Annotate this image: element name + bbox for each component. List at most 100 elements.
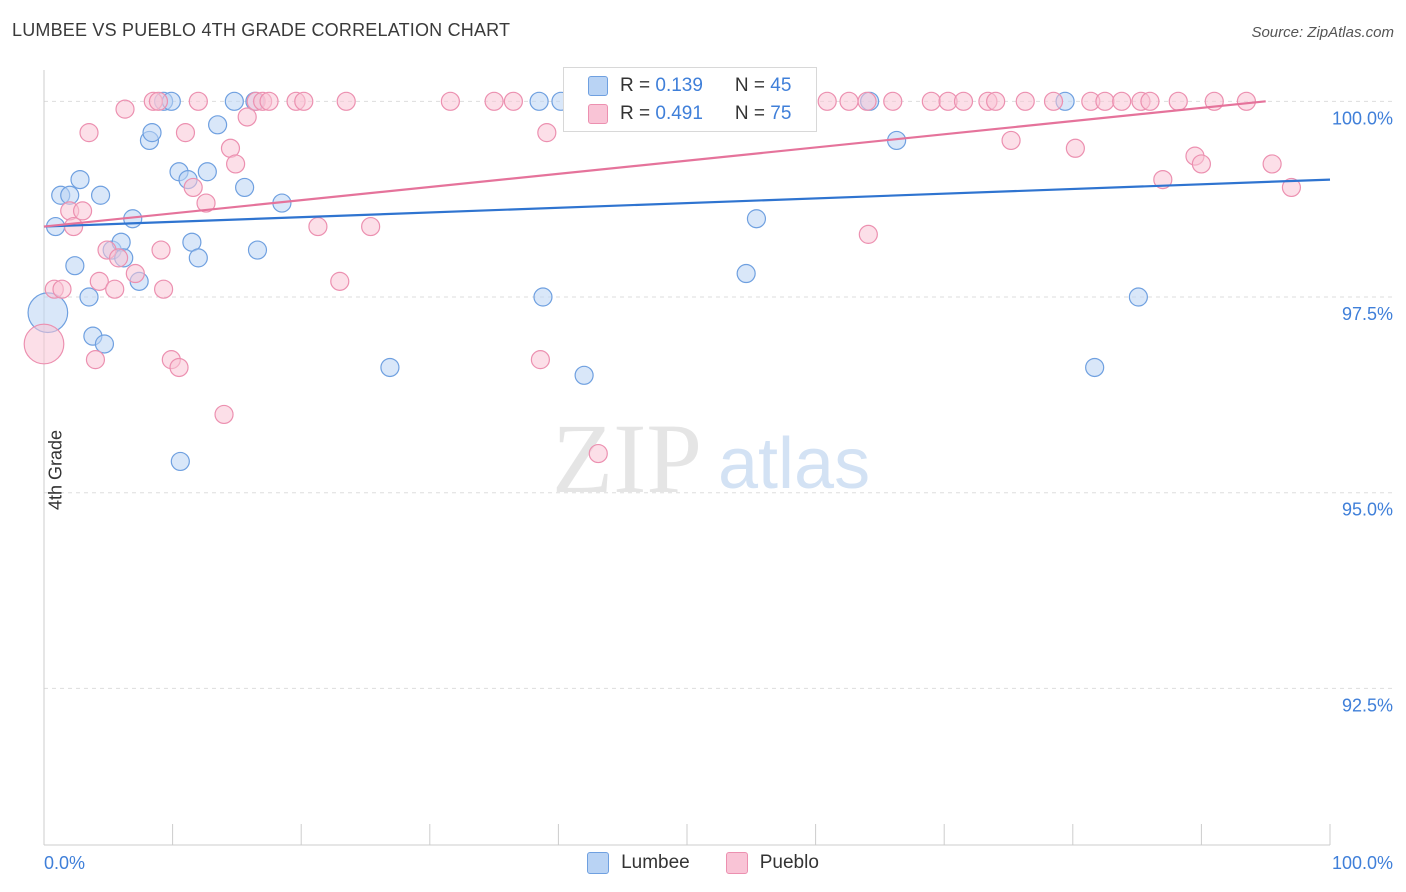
pueblo-point [153, 279, 174, 299]
pueblo-point [237, 107, 257, 127]
lumbee-point [1085, 357, 1105, 378]
y-tick-label: 100.0% [1332, 108, 1393, 128]
pueblo-point [1191, 154, 1212, 174]
pueblo-point [183, 177, 203, 198]
trend-lines [43, 100, 1331, 228]
legend-item-pueblo[interactable]: Pueblo [725, 852, 819, 874]
pueblo-point [839, 91, 859, 111]
watermark-zip: ZIP [552, 403, 702, 514]
n-value: 45 [770, 75, 792, 96]
pueblo-point [214, 404, 234, 425]
n-label: N = [734, 103, 771, 124]
legend-label-pueblo: Pueblo [759, 852, 819, 873]
lumbee-point [208, 115, 228, 135]
pueblo-point [52, 279, 72, 299]
pueblo-swatch [725, 852, 748, 874]
source-credit: Source: ZipAtlas.com [1251, 24, 1394, 41]
pueblo-trend-line [43, 100, 1266, 228]
lumbee-point [65, 256, 85, 276]
pueblo-point [1095, 91, 1115, 111]
lumbee-point [197, 162, 217, 182]
pueblo-point [169, 357, 189, 378]
y-axis-label: 4th Grade [45, 429, 66, 511]
stats-row-lumbee: R = 0.139 N = 45 [588, 73, 791, 99]
pueblo-point [588, 443, 608, 464]
chart-title: LUMBEE VS PUEBLO 4TH GRADE CORRELATION C… [12, 20, 511, 40]
pueblo-point [440, 91, 460, 111]
n-label: N = [734, 75, 771, 96]
pueblo-point [85, 350, 106, 370]
lumbee-point [533, 287, 553, 307]
pueblo-point [986, 91, 1006, 111]
series-legend: Lumbee Pueblo [0, 852, 1406, 874]
pueblo-point [23, 323, 65, 365]
pueblo-point [817, 91, 837, 111]
pueblo-point [484, 91, 504, 111]
pueblo-point [294, 91, 314, 111]
pueblo-point [1281, 177, 1302, 198]
y-tick-label: 97.5% [1342, 304, 1393, 324]
lumbee-swatch [588, 76, 608, 96]
legend-label-lumbee: Lumbee [621, 852, 690, 873]
pueblo-point [1140, 91, 1160, 111]
series-pueblo-points [23, 91, 1302, 464]
legend-item-lumbee[interactable]: Lumbee [587, 852, 690, 874]
lumbee-swatch [587, 852, 610, 874]
stats-legend: R = 0.139 N = 45 R = 0.491 N = 75 [563, 67, 817, 132]
lumbee-point [746, 209, 767, 229]
pueblo-point [858, 224, 878, 244]
pueblo-point [953, 91, 974, 111]
pueblo-point [108, 248, 129, 268]
pueblo-point [175, 123, 196, 143]
lumbee-point [170, 451, 190, 472]
y-tick-label: 95.0% [1342, 500, 1393, 520]
pueblo-point [105, 279, 125, 299]
pueblo-point [125, 263, 145, 284]
x-tick-label-min: 0.0% [44, 853, 85, 873]
lumbee-point [247, 240, 268, 260]
pueblo-point [857, 91, 877, 111]
r-value: 0.491 [655, 103, 703, 124]
pueblo-point [530, 350, 550, 370]
watermark-atlas: atlas [718, 424, 870, 504]
pueblo-point [503, 91, 523, 111]
pueblo-point [151, 240, 171, 260]
r-label: R = [620, 103, 656, 124]
x-tick-labels: 0.0% 100.0% [43, 824, 1393, 873]
lumbee-point [235, 177, 255, 198]
lumbee-point [380, 357, 400, 378]
r-value: 0.139 [655, 75, 703, 96]
lumbee-point [70, 169, 90, 190]
r-label: R = [620, 75, 656, 96]
pueblo-point [1015, 91, 1035, 111]
pueblo-point [921, 91, 941, 111]
pueblo-point [1001, 130, 1021, 151]
pueblo-point [148, 91, 169, 111]
pueblo-point [72, 201, 93, 221]
pueblo-point [1262, 154, 1282, 174]
pueblo-point [259, 91, 279, 111]
pueblo-point [1236, 91, 1257, 111]
lumbee-point [529, 91, 549, 111]
pueblo-point [1065, 138, 1085, 158]
pueblo-point [1112, 91, 1132, 111]
lumbee-point [188, 248, 208, 268]
lumbee-point [224, 91, 244, 111]
pueblo-point [537, 123, 557, 143]
pueblo-point [336, 91, 356, 111]
pueblo-point [196, 193, 216, 213]
lumbee-point [574, 365, 594, 385]
pueblo-point [361, 216, 381, 237]
pueblo-point [79, 123, 99, 143]
pueblo-point [308, 216, 328, 237]
pueblo-point [1043, 91, 1064, 111]
y-tick-labels: 92.5% 95.0% 97.5% 100.0% [1332, 108, 1393, 715]
lumbee-point [90, 185, 111, 205]
pueblo-point [115, 99, 135, 119]
lumbee-point [142, 123, 162, 143]
lumbee-point [736, 263, 756, 284]
pueblo-point [89, 271, 109, 291]
y-tick-label: 92.5% [1342, 695, 1393, 715]
pueblo-swatch [588, 104, 608, 124]
